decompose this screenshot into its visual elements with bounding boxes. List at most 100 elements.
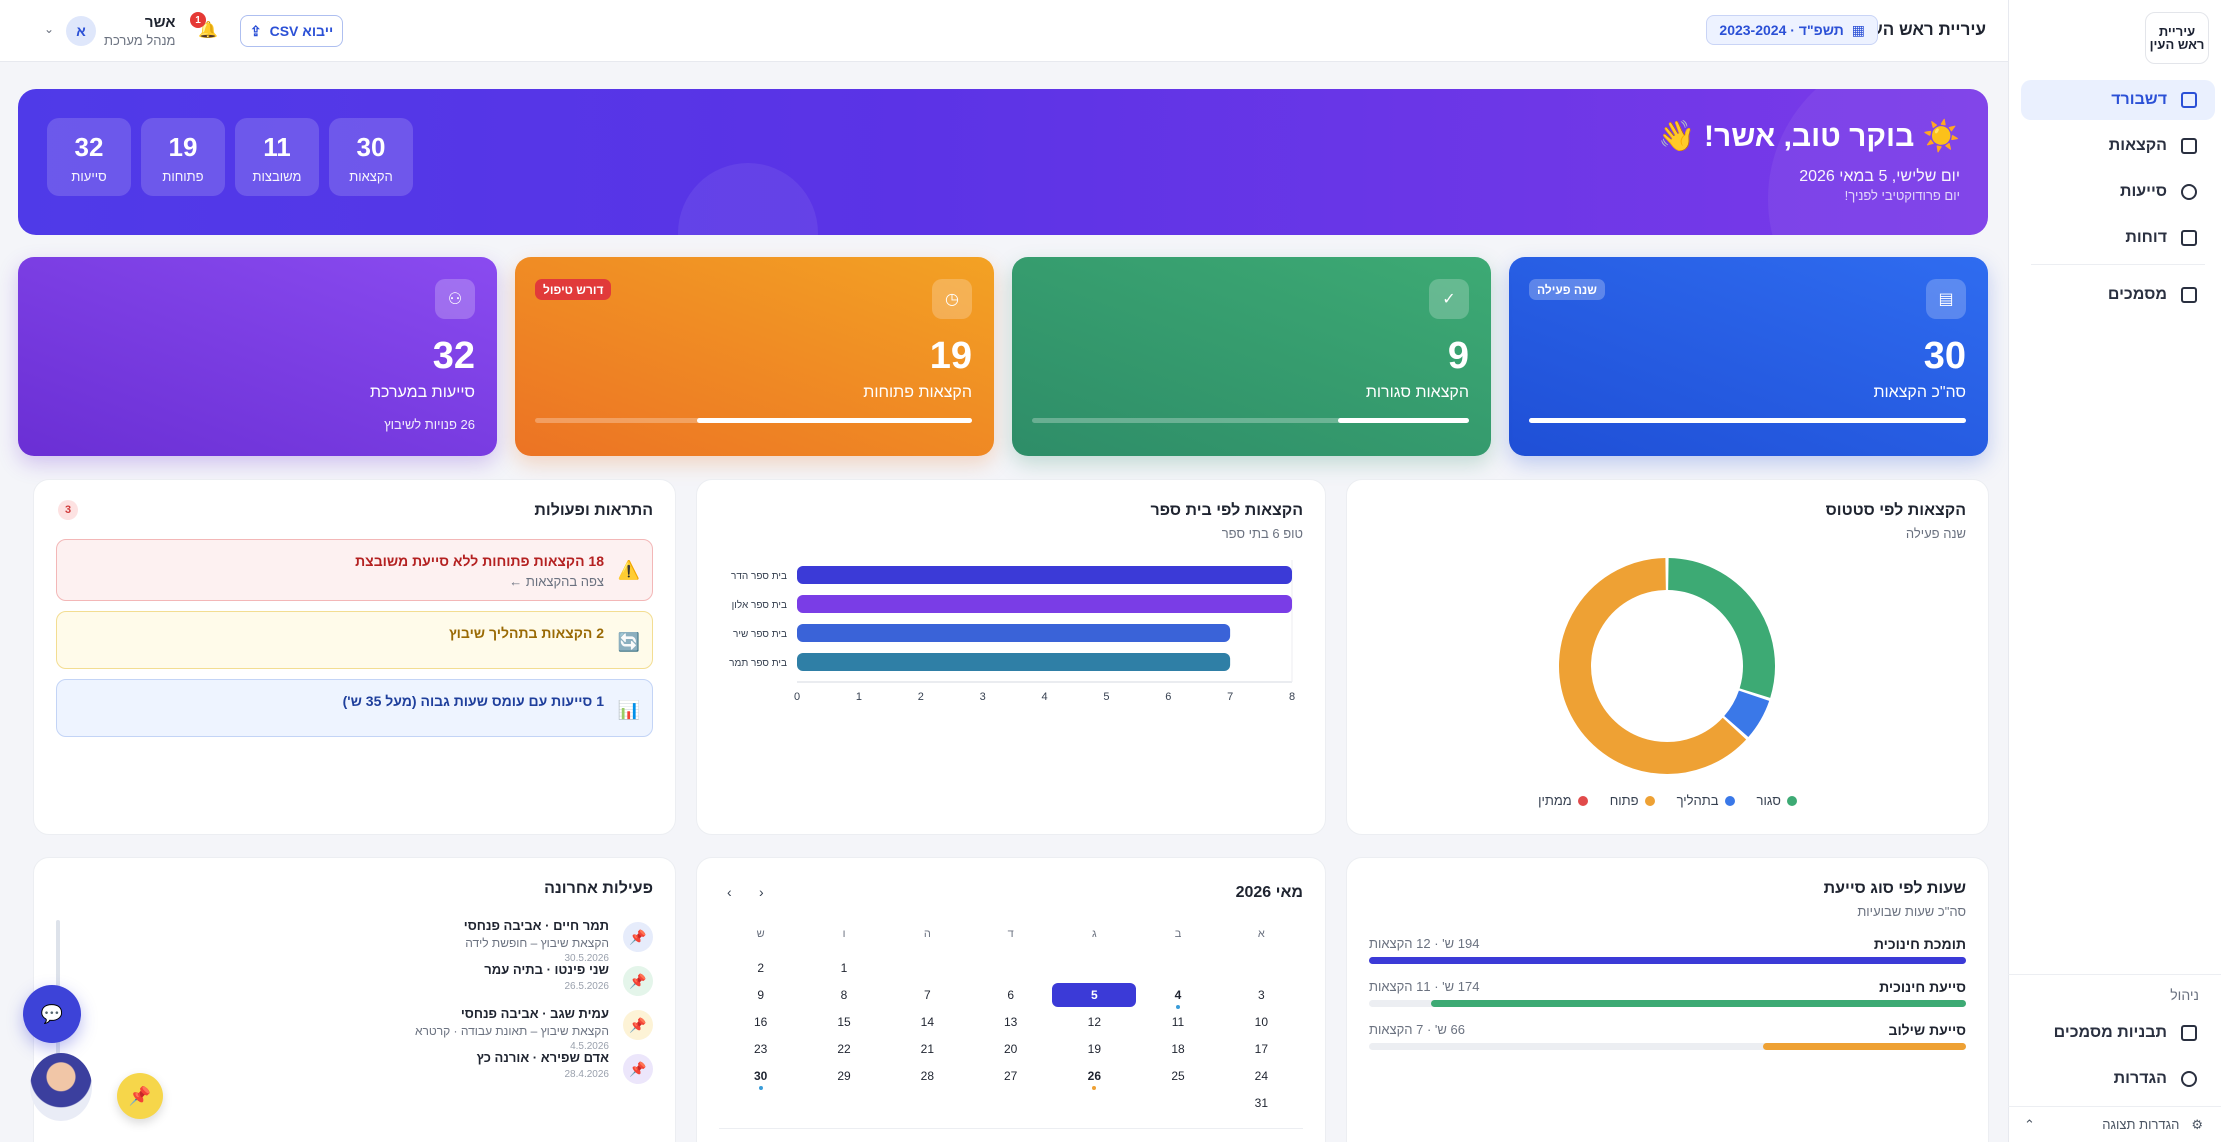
school-panel: הקצאות לפי בית ספר טופ 6 בתי ספר בית ספר… bbox=[696, 479, 1326, 835]
bell-icon[interactable]: 🔔 bbox=[198, 22, 218, 39]
calendar-day[interactable]: 23 bbox=[753, 1042, 768, 1056]
display-settings-label: הגדרות תצוגה bbox=[2102, 1117, 2180, 1132]
hero-stat-value: 32 bbox=[74, 132, 104, 162]
assistant-avatar[interactable] bbox=[30, 1053, 92, 1121]
weekday-header: ג bbox=[1092, 928, 1097, 940]
bar-3[interactable] bbox=[797, 653, 1231, 671]
chat-button[interactable]: 💬 bbox=[23, 985, 81, 1043]
card-value: 9 bbox=[1447, 335, 1469, 377]
card-note: 26 פנויות לשיבוץ bbox=[384, 417, 475, 432]
sidebar-item-assistants[interactable]: סייעות bbox=[2021, 172, 2215, 212]
year-selector[interactable]: ▦ תשפ"ד · 2023-2024 bbox=[1706, 15, 1878, 45]
calendar-blank bbox=[1220, 956, 1303, 983]
sidebar-item-dashboard[interactable]: דשבורד bbox=[2021, 80, 2215, 120]
clock-icon: ◷ bbox=[932, 279, 972, 319]
alert-in-process[interactable]: 🔄 2 הקצאות בתהליך שיבוץ bbox=[56, 611, 653, 669]
calendar-day[interactable]: 4 bbox=[1136, 983, 1219, 1010]
bar-0[interactable] bbox=[797, 566, 1292, 584]
activity-subtitle: הקצאת שיבוץ – חופשת לידה bbox=[465, 936, 609, 950]
card-progress-fill bbox=[1529, 418, 1966, 423]
panel-subtitle: סה"כ שעות שבועיות bbox=[1857, 904, 1966, 919]
card-value: 30 bbox=[1923, 335, 1966, 377]
school-bar-chart: בית ספר הדר בית ספר אלון בית ספר שיר בית ספ… bbox=[729, 560, 1295, 703]
display-settings-toggle[interactable]: ⚙ הגדרות תצוגה ⌃ bbox=[2008, 1106, 2221, 1142]
alert-high-load[interactable]: 📊 1 סייעות עם עומס שעות גבוה (מעל 35 ש') bbox=[56, 679, 653, 737]
donut-slice-1[interactable] bbox=[1723, 690, 1770, 738]
x-tick-label: 5 bbox=[1103, 691, 1109, 703]
calendar-day[interactable]: 13 bbox=[1003, 1015, 1018, 1029]
donut-slice-0[interactable] bbox=[1667, 558, 1775, 698]
avatar[interactable]: א bbox=[66, 16, 96, 46]
activity-item[interactable]: 📌 תמר חיים · אביבה פנחסי הקצאת שיבוץ – חופ… bbox=[74, 918, 653, 968]
sidebar-item-templates[interactable]: תבניות מסמכים bbox=[2021, 1013, 2215, 1053]
sidebar-item-settings[interactable]: הגדרות bbox=[2021, 1059, 2215, 1099]
activity-item[interactable]: 📌 עמית שגב · אביבה פנחסי הקצאת שיבוץ – תאו… bbox=[74, 1006, 653, 1056]
calendar-day[interactable]: 30 bbox=[719, 1064, 802, 1091]
card-assistants[interactable]: ⚇ 32 סייעות במערכת 26 פנויות לשיבוץ bbox=[18, 257, 497, 456]
calendar-day[interactable]: 15 bbox=[837, 1015, 851, 1029]
calendar-day[interactable]: 18 bbox=[1171, 1042, 1185, 1056]
activity-title: עמית שגב · אביבה פנחסי bbox=[460, 1006, 609, 1021]
activity-item[interactable]: 📌 שני פינטו · בתיה עמר 26.5.2026 bbox=[74, 962, 653, 1012]
calendar-day[interactable]: 10 bbox=[1254, 1015, 1269, 1029]
bar-1[interactable] bbox=[797, 595, 1292, 613]
calendar-day[interactable]: 26 bbox=[1052, 1064, 1136, 1091]
x-tick-label: 8 bbox=[1289, 691, 1295, 703]
calendar-day[interactable]: 19 bbox=[1087, 1042, 1102, 1056]
calendar-day[interactable]: 17 bbox=[1254, 1042, 1269, 1056]
alert-open-allocations[interactable]: ⚠️ 18 הקצאות פתוחות ללא סייעת משובצת צפה… bbox=[56, 539, 653, 601]
calendar-day[interactable]: 11 bbox=[1171, 1015, 1185, 1029]
check-circle-icon: ✓ bbox=[1429, 279, 1469, 319]
calendar-day[interactable]: 20 bbox=[1003, 1042, 1018, 1056]
activity-item[interactable]: 📌 אדם שפירא · אורנה כץ 28.4.2026 bbox=[74, 1050, 653, 1100]
chevron-left-icon[interactable]: ‹ bbox=[759, 884, 764, 900]
import-csv-button[interactable]: ייבוא CSV ⇪ bbox=[240, 15, 343, 47]
calendar-day[interactable]: 8 bbox=[840, 988, 848, 1002]
calendar-day[interactable]: 12 bbox=[1087, 1015, 1102, 1029]
clipboard-icon bbox=[2181, 138, 2197, 154]
calendar-day[interactable]: 14 bbox=[920, 1015, 935, 1029]
sidebar-item-documents[interactable]: מסמכים bbox=[2021, 275, 2215, 315]
calendar-day[interactable]: 21 bbox=[920, 1042, 935, 1056]
legend-item: ממתין bbox=[1538, 793, 1588, 808]
calendar-day[interactable]: 29 bbox=[837, 1069, 851, 1083]
chevron-up-icon: ⌃ bbox=[2024, 1116, 2035, 1132]
calendar-day[interactable]: 25 bbox=[1171, 1069, 1185, 1083]
hours-fill bbox=[1762, 1043, 1966, 1050]
calendar-day[interactable]: 9 bbox=[757, 988, 765, 1002]
calendar-day[interactable]: 5 bbox=[1052, 983, 1137, 1010]
calendar-day[interactable]: 27 bbox=[1003, 1069, 1018, 1083]
calendar-day[interactable]: 7 bbox=[923, 988, 931, 1002]
calendar-day[interactable]: 16 bbox=[753, 1015, 768, 1029]
calendar-day[interactable]: 2 bbox=[757, 961, 765, 975]
bar-2[interactable] bbox=[797, 624, 1231, 642]
view-allocations-link[interactable]: צפה בהקצאות ← bbox=[509, 574, 604, 589]
calendar-day[interactable]: 24 bbox=[1254, 1069, 1269, 1083]
calendar-day[interactable]: 31 bbox=[1254, 1096, 1269, 1110]
chevron-down-icon[interactable]: ⌄ bbox=[44, 22, 55, 36]
card-progress-fill bbox=[1337, 418, 1469, 423]
card-closed-allocations[interactable]: ✓ 9 הקצאות סגורות bbox=[1012, 257, 1491, 456]
hours-fill bbox=[1369, 957, 1966, 964]
sidebar-item-allocations[interactable]: הקצאות bbox=[2021, 126, 2215, 166]
calendar-day[interactable]: 28 bbox=[920, 1069, 935, 1083]
legend-swatch bbox=[1644, 795, 1655, 806]
hours-meta: 174 ש' · 11 הקצאות bbox=[1369, 979, 1480, 994]
pin-button[interactable]: 📌 bbox=[117, 1073, 163, 1119]
main-nav: דשבורד הקצאות סייעות דוחות מסמכים bbox=[2021, 80, 2215, 321]
calendar-day[interactable]: 6 bbox=[1007, 988, 1015, 1002]
calendar-day[interactable]: 1 bbox=[840, 961, 848, 975]
legend-item: פתוח bbox=[1610, 793, 1655, 808]
user-info[interactable]: אשר מנהל מערכת bbox=[104, 14, 175, 48]
calendar-day[interactable]: 22 bbox=[837, 1042, 851, 1056]
donut-slice-2[interactable] bbox=[1559, 558, 1747, 774]
city-logo: עיריית ראש העין bbox=[2145, 12, 2209, 64]
card-progress bbox=[535, 418, 972, 423]
card-open-allocations[interactable]: ◷ דורש טיפול 19 הקצאות פתוחות bbox=[515, 257, 994, 456]
x-tick-label: 1 bbox=[856, 691, 862, 703]
sidebar-item-reports[interactable]: דוחות bbox=[2021, 218, 2215, 258]
card-total-allocations[interactable]: ▤ שנה פעילה 30 סה"כ הקצאות bbox=[1509, 257, 1988, 456]
calendar-panel: מאי 2026 ‹ › א ב ג ד ה ו ש 1 2 3 4 5 6 7 8 9 10 11 12 13 14 1… bbox=[696, 857, 1326, 1142]
calendar-day[interactable]: 3 bbox=[1257, 988, 1265, 1002]
chevron-right-icon[interactable]: › bbox=[727, 884, 732, 900]
